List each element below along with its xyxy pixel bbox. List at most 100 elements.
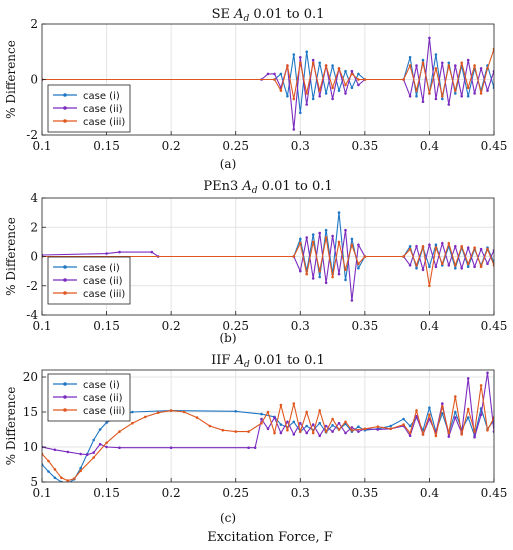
data-point (318, 275, 322, 279)
x-tick-label: 0.2 (162, 139, 181, 153)
data-point (428, 265, 431, 269)
data-point (441, 405, 444, 408)
data-point (299, 56, 302, 59)
data-point (331, 86, 334, 90)
data-point (454, 89, 457, 92)
legend-label: case (ii) (83, 104, 123, 115)
data-point (434, 67, 438, 70)
data-point (350, 426, 354, 429)
data-point (53, 468, 57, 471)
x-tick-label: 0.2 (162, 319, 181, 333)
data-point (156, 411, 160, 415)
data-point (318, 231, 322, 235)
data-point (466, 262, 470, 266)
data-point (47, 470, 50, 473)
x-tick-label: 0.1 (32, 139, 51, 153)
data-point (454, 92, 457, 95)
data-point (299, 421, 302, 425)
chart-panel-0: 0.1 0.15 0.2 0.25 0.3 0.35 0.4 0.45 -2 0 2 % Differ… (4, 7, 507, 171)
data-point (311, 58, 315, 62)
x-tick-label: 0.45 (481, 139, 508, 153)
data-point (79, 452, 82, 456)
data-point (421, 433, 425, 436)
legend-marker (63, 291, 67, 295)
data-point (389, 424, 393, 428)
data-point (486, 247, 489, 251)
y-axis-label: % Difference (4, 40, 18, 119)
chart-title: IIF Ad 0.01 to 0.1 (211, 353, 325, 370)
x-tick-label: 0.25 (222, 486, 249, 500)
data-point (454, 64, 457, 67)
data-point (357, 83, 360, 87)
chart-panel-2: 0.1 0.15 0.2 0.25 0.3 0.35 0.4 0.45 5 10 15 20 % Dif… (4, 353, 507, 525)
data-point (473, 265, 476, 269)
data-point (447, 61, 451, 65)
data-point (473, 435, 476, 439)
data-point (253, 446, 257, 450)
data-point (447, 242, 451, 245)
data-point (311, 240, 315, 244)
data-point (344, 228, 347, 232)
data-point (466, 94, 470, 98)
data-point (350, 299, 354, 302)
data-point (318, 89, 322, 92)
series-group (42, 371, 494, 482)
data-point (466, 265, 470, 269)
data-point (454, 416, 457, 419)
data-point (415, 414, 418, 418)
y-tick-label: 10 (23, 440, 38, 454)
data-point (454, 264, 457, 267)
data-point (486, 67, 489, 70)
data-point (466, 416, 470, 419)
legend-label: case (i) (83, 263, 120, 274)
y-tick-label: 2 (30, 220, 38, 234)
data-point (150, 250, 154, 254)
data-point (421, 58, 425, 62)
y-tick-label: 5 (30, 475, 38, 489)
data-point (292, 128, 296, 131)
data-point (318, 61, 322, 65)
data-point (460, 94, 464, 98)
data-point (247, 430, 250, 433)
data-point (486, 262, 489, 266)
series-line-1 (42, 405, 494, 482)
data-point (105, 421, 108, 424)
data-point (318, 269, 322, 273)
y-axis-label: % Difference (4, 387, 18, 466)
x-tick-label: 0.4 (420, 319, 439, 333)
data-point (337, 421, 341, 425)
data-point (466, 86, 470, 90)
x-tick-label: 0.1 (32, 486, 51, 500)
data-point (473, 92, 476, 95)
charts-layer: 0.1 0.15 0.2 0.25 0.3 0.35 0.4 0.45-202% Differ… (4, 7, 507, 525)
data-point (169, 446, 173, 450)
y-tick-label: 20 (23, 370, 38, 384)
legend-marker (63, 408, 67, 412)
data-point (415, 266, 418, 270)
data-point (466, 407, 470, 411)
x-tick-label: 0.4 (420, 139, 439, 153)
data-point (344, 420, 347, 424)
axes-box (41, 369, 495, 483)
data-point (305, 410, 309, 414)
y-tick-label: 15 (23, 405, 38, 419)
data-point (350, 72, 354, 76)
data-point (357, 78, 360, 81)
data-point (299, 111, 302, 115)
x-tick-label: 0.35 (351, 486, 378, 500)
data-point (357, 262, 360, 266)
data-point (266, 410, 270, 414)
data-point (408, 264, 412, 267)
figure-xlabel: Excitation Force, F (207, 530, 333, 545)
data-point (292, 97, 296, 101)
data-point (266, 427, 270, 431)
data-point (286, 428, 289, 432)
data-point (479, 92, 483, 95)
x-tick-label: 0.3 (291, 486, 310, 500)
data-point (195, 416, 199, 419)
data-point (292, 433, 296, 436)
data-point (337, 240, 341, 244)
y-tick-label: 0 (30, 73, 38, 87)
data-point (286, 420, 289, 424)
legend-label: case (ii) (83, 393, 123, 404)
